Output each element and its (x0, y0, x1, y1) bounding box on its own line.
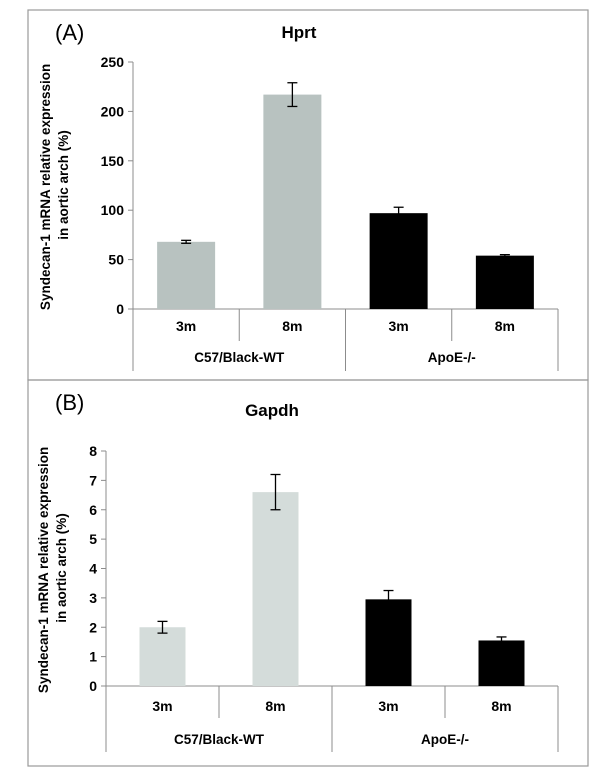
panel-a-ylabel-line2: in aortic arch (%) (56, 130, 71, 240)
panel-b-bar (365, 599, 412, 686)
panel-a: (A) Hprt Syndecan-1 mRNA relative expres… (27, 9, 589, 381)
panel-a-y-tick-label: 200 (101, 103, 125, 119)
panel-a-y-tick-label: 150 (101, 153, 125, 169)
panel-b-group-label: C57/Black-WT (174, 732, 265, 747)
panel-b-frame (27, 379, 589, 767)
panel-a-y-tick-label: 50 (108, 252, 124, 268)
panel-b-y-tick-label: 2 (89, 619, 97, 635)
panel-a-group-label: C57/Black-WT (194, 350, 285, 365)
panel-b-y-tick-label: 4 (89, 561, 97, 577)
panel-a-category-label: 3m (389, 318, 409, 334)
panel-a-category-label: 3m (176, 318, 196, 334)
panel-a-bar (157, 241, 216, 309)
panel-a-plot: 0 50 100 150 200 250 3m 8m 3m 8m C57/Black-WT ApoE-… (101, 54, 559, 371)
panel-b-ylabel-line1: Syndecan-1 mRNA relative expression (36, 447, 51, 693)
panel-a-y-tick-label: 0 (116, 301, 124, 317)
panel-a-category-label: 8m (282, 318, 302, 334)
panel-b-category-label: 3m (152, 698, 172, 714)
panel-b-group-label: ApoE-/- (421, 732, 469, 747)
panel-a-group-label: ApoE-/- (428, 350, 476, 365)
panel-b-y-tick-label: 1 (89, 649, 97, 665)
panel-a-label: (A) (55, 20, 84, 45)
panel-b-plot: 0 1 2 3 4 5 6 7 8 3m 8m 3m 8m C57/Black-WT ApoE-/- (89, 443, 559, 752)
panel-b-title: Gapdh (245, 401, 299, 420)
panel-b-bar (139, 627, 186, 686)
panel-b-ylabel-line2: in aortic arch (%) (54, 513, 69, 623)
panel-a-bar (263, 94, 322, 309)
panel-b-ylabel: Syndecan-1 mRNA relative expression in a… (36, 443, 69, 693)
panel-a-y-tick-label: 100 (101, 202, 125, 218)
panel-b-y-tick-label: 7 (89, 472, 97, 488)
panel-b-bar (252, 492, 299, 686)
panel-a-category-label: 8m (495, 318, 515, 334)
panel-b-category-label: 8m (265, 698, 285, 714)
panel-b-y-tick-label: 5 (89, 531, 97, 547)
panel-b-category-label: 8m (491, 698, 511, 714)
panel-a-bar (475, 255, 534, 309)
panel-a-y-tick-label: 250 (101, 54, 125, 70)
panel-b-y-tick-label: 3 (89, 590, 97, 606)
panel-b-bar (478, 640, 525, 686)
panel-a-title: Hprt (282, 23, 317, 42)
panel-a-bar (369, 213, 428, 309)
panel-b-y-tick-label: 6 (89, 502, 97, 518)
panel-b-y-tick-label: 8 (89, 443, 97, 459)
panel-a-ylabel: Syndecan-1 mRNA relative expression in a… (38, 60, 71, 310)
panel-b-y-tick-label: 0 (89, 678, 97, 694)
panel-b-label: (B) (55, 390, 84, 415)
panel-b-category-label: 3m (378, 698, 398, 714)
panel-b: (B) Gapdh Syndecan-1 mRNA relative expre… (27, 379, 589, 767)
panel-a-ylabel-line1: Syndecan-1 mRNA relative expression (38, 64, 53, 310)
